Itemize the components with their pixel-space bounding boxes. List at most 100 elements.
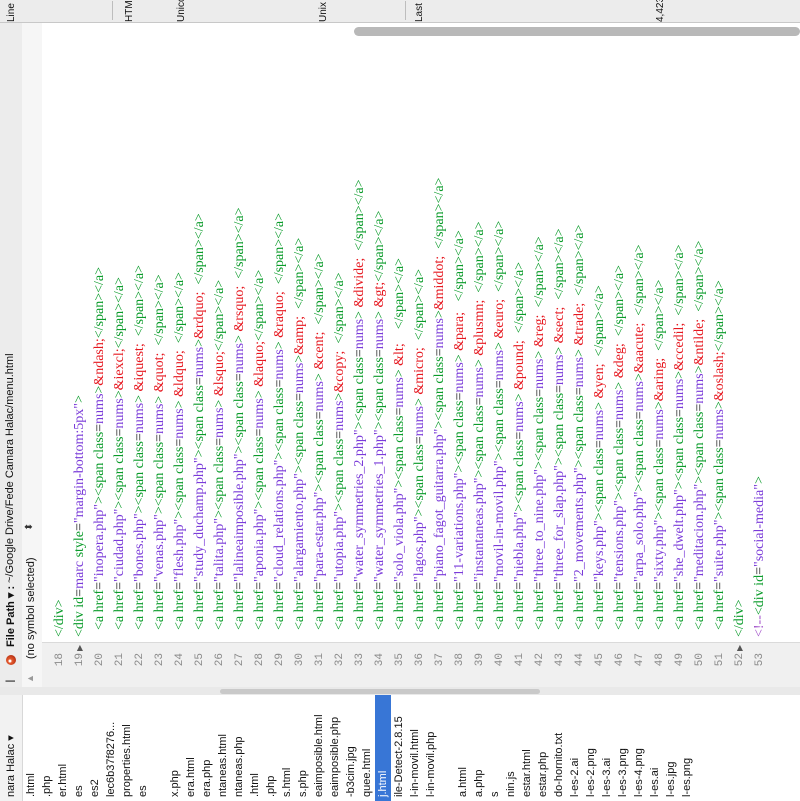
up-arrow-icon[interactable]: ▲ — [25, 674, 35, 683]
encoding-selector[interactable]: Unicode (UTF-8) — [176, 0, 187, 22]
code-line[interactable]: <a href="talita.php"><span class=nums> &… — [210, 280, 230, 637]
file-item[interactable]: j.html — [375, 695, 391, 801]
code-line[interactable]: <a href="venas.php"><span class=nums> &q… — [150, 274, 170, 637]
file-item[interactable]: l-es-3.png — [617, 748, 629, 797]
record-icon[interactable] — [6, 655, 16, 665]
code-line[interactable]: <a href="utopia.php"><span class=nums>&c… — [330, 272, 350, 637]
code-line[interactable]: <a href="instantaneas.php"><span class=n… — [470, 221, 490, 637]
code-line[interactable]: </div> — [50, 599, 70, 637]
file-item[interactable]: l-in-movil.php — [425, 731, 437, 797]
file-item[interactable] — [151, 695, 167, 801]
code-line[interactable]: <a href="11-variations.php"><span class=… — [450, 230, 470, 637]
code-editor[interactable]: 18 19 20 21 22 23 24 25 26 27 28 29 30 31 32 33 34 35 36 37… — [42, 23, 800, 687]
code-line[interactable]: <a href="para-estar.php"><span class=num… — [310, 253, 330, 637]
code-line[interactable]: <a href="bones.php"><span class=nums> &i… — [130, 265, 150, 637]
fold-arrow-icon[interactable]: ▶ — [75, 644, 84, 651]
code-line[interactable]: <a href="piano_fagot_guitarra.php"><span… — [430, 178, 450, 637]
code-token: </span></a> — [232, 207, 247, 286]
file-item[interactable]: l-es-2.ai — [569, 757, 581, 797]
code-line[interactable]: <a href="water_symmetries_2.php"><span c… — [350, 180, 370, 638]
code-line[interactable]: <a href="solo_viola.php"><span class=num… — [390, 258, 410, 637]
vertical-scrollbar[interactable] — [42, 27, 800, 36]
file-item[interactable]: quee.html — [361, 748, 373, 797]
code-line[interactable]: <a href="she_dwelt.php"><span class=nums… — [670, 244, 690, 637]
code-line[interactable]: <a href="inopera.php"><span class=nums>&… — [90, 267, 110, 637]
file-item[interactable]: l-es.png — [681, 757, 693, 797]
up-down-chevron-icon[interactable]: ⬍ — [24, 522, 35, 531]
code-line[interactable]: <a href="movil-in-movil.php"><span class… — [490, 221, 510, 637]
code-line[interactable]: <a href="lalineaimposible.php"><span cla… — [230, 208, 250, 638]
file-item[interactable]: do-hornito.txt — [553, 732, 565, 797]
file-item[interactable]: l-es-3.ai — [601, 757, 613, 797]
file-item[interactable]: es2 — [89, 779, 101, 797]
syntax-selector[interactable]: HTML — [124, 0, 135, 22]
code-line[interactable]: <a href="lagos.php"><span class=nums> &m… — [410, 269, 430, 637]
file-item[interactable]: l-es.jpg — [665, 761, 677, 797]
code-token: = — [412, 581, 427, 590]
code-line[interactable]: <a href="keys.php"><span class=nums> &ye… — [590, 285, 610, 637]
file-item[interactable]: nin.js — [505, 771, 517, 797]
file-item[interactable]: eaimposible.html — [313, 714, 325, 797]
file-path-menu[interactable]: File Path ▾ : — [5, 585, 17, 647]
file-item[interactable]: s.html — [281, 767, 293, 797]
file-item[interactable]: l-es-2.png — [585, 748, 597, 797]
file-item[interactable]: ntaneas.php — [233, 736, 245, 797]
file-item[interactable]: s.php — [297, 770, 309, 797]
code-line[interactable]: <a href="tensions.php"><span class=nums>… — [610, 265, 630, 637]
file-item[interactable]: es — [73, 785, 85, 797]
file-item[interactable]: a.php — [473, 769, 485, 797]
file-item[interactable]: estar.php — [537, 751, 549, 797]
file-item[interactable]: era.php — [201, 759, 213, 797]
code-area[interactable]: </div> <div id=marc style="margin-bottom:… — [42, 23, 800, 637]
file-item[interactable]: ile-Detect-2.8.15 — [393, 716, 405, 797]
code-line[interactable]: <a href="alargamiento.php"><span class=n… — [290, 238, 310, 637]
file-item[interactable]: es — [137, 785, 149, 797]
code-token: > — [552, 343, 567, 355]
file-item[interactable]: l-es.ai — [649, 767, 661, 797]
code-line[interactable]: </div> — [730, 599, 750, 637]
code-token: <a — [172, 612, 187, 637]
sidebar-header[interactable]: nara Halac ▾ — [0, 695, 23, 801]
code-line[interactable]: <a href="meditacion.php"><span class=num… — [690, 241, 710, 637]
file-item[interactable]: lec6b37f8276... — [105, 721, 117, 797]
file-item[interactable]: .html — [25, 773, 37, 797]
code-line[interactable]: <a href="flesh.php"><span class=nums> &l… — [170, 272, 190, 637]
file-item[interactable]: .html — [249, 773, 261, 797]
line-endings-selector[interactable]: Unix (LF) — [318, 0, 329, 22]
code-line[interactable]: <a href="sixty.php"><span class=nums>&ar… — [650, 280, 670, 637]
file-item[interactable]: era.html — [185, 757, 197, 797]
cursor-position[interactable]: Line 1 Col 1 — [6, 0, 17, 22]
file-item[interactable]: x.php — [169, 770, 181, 797]
horizontal-scrollbar-thumb[interactable] — [220, 689, 540, 694]
file-item[interactable]: er.html — [57, 763, 69, 797]
code-line[interactable]: <a href="three_for_slap.php"><span class… — [550, 229, 570, 637]
vertical-scrollbar-thumb[interactable] — [354, 27, 800, 36]
file-item[interactable]: s — [489, 791, 501, 798]
code-line[interactable]: <a href="suite.php"><span class=nums>&os… — [710, 280, 730, 637]
symbol-selector[interactable]: (no symbol selected) — [25, 557, 37, 660]
code-line[interactable]: <a href="three_to_nine.php"><span class=… — [530, 236, 550, 637]
file-item[interactable]: .php — [265, 775, 277, 797]
file-item[interactable]: l-es-4.png — [633, 748, 645, 797]
file-item[interactable] — [439, 695, 455, 801]
file-item[interactable]: ntaneas.html — [217, 734, 229, 797]
fold-arrow-icon[interactable]: ▶ — [735, 644, 744, 651]
code-line[interactable]: <a href="niebla.php"><span class=nums> &… — [510, 262, 530, 637]
code-line[interactable]: <a href="arpa_solo.php"><span class=nums… — [630, 244, 650, 637]
code-line[interactable]: <a href="water_symmetries_1.php"><span c… — [370, 211, 390, 637]
code-line[interactable]: <div id=marc style="margin-bottom:5px"> — [70, 395, 90, 637]
code-line[interactable]: <a href="aponia.php"><span class=nums> &… — [250, 270, 270, 637]
code-line[interactable]: <a href="2_movements.php"><span class=nu… — [570, 225, 590, 637]
code-line[interactable]: <!--<div id="social-media"> — [750, 476, 770, 637]
file-item[interactable]: .php — [41, 775, 53, 797]
pane-splitter[interactable] — [0, 686, 800, 695]
file-item[interactable]: -b3cim.jpg — [345, 746, 357, 797]
file-item[interactable]: estar.html — [521, 749, 533, 797]
file-item[interactable]: eaimposible.php — [329, 716, 341, 797]
code-line[interactable]: <a href="cloud_relations.php"><span clas… — [270, 213, 290, 637]
code-line[interactable]: <a href="ciudad.php"><span class=nums>&i… — [110, 277, 130, 637]
file-item[interactable]: l-in-movil.html — [409, 729, 421, 797]
file-item[interactable]: properties.html — [121, 724, 133, 797]
code-line[interactable]: <a href="study_duchamp.php"><span class=… — [190, 213, 210, 637]
file-item[interactable]: a.html — [457, 767, 469, 797]
